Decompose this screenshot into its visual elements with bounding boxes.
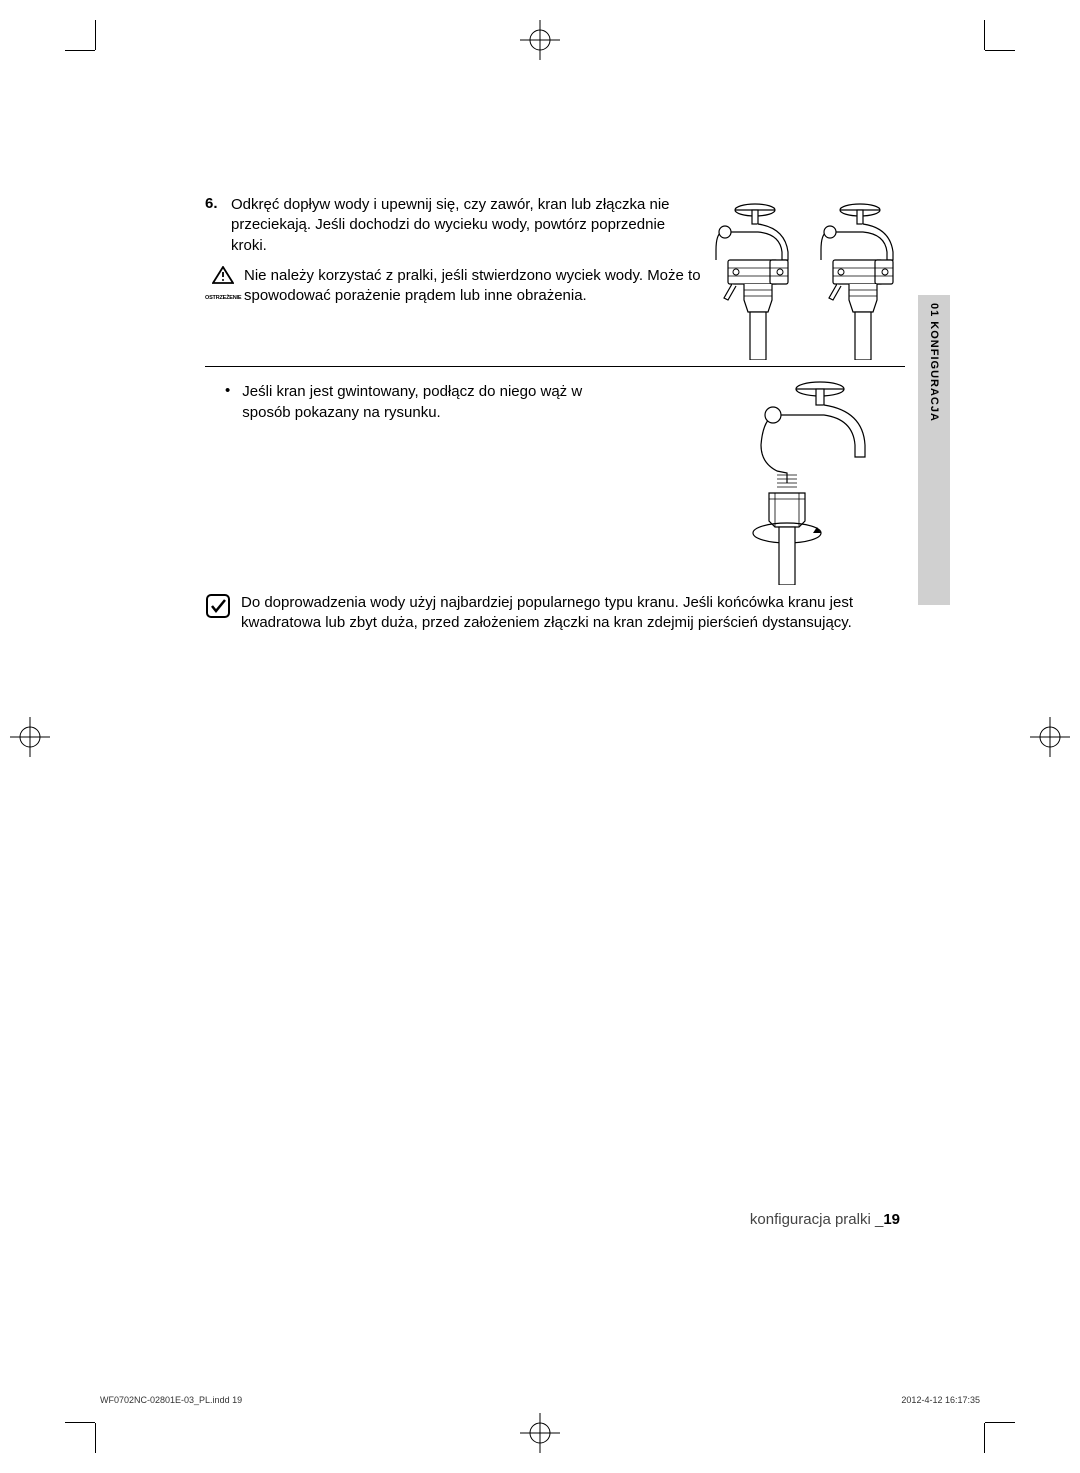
footer-text: konfiguracja pralki _ [750, 1211, 883, 1228]
section-divider [205, 366, 905, 367]
warning-triangle-icon [212, 266, 234, 284]
note-icon [205, 593, 231, 619]
registration-mark-icon [1030, 717, 1070, 757]
print-footer-left: WF0702NC-02801E-03_PL.indd 19 [100, 1395, 242, 1405]
faucet-adapter-figure [705, 195, 915, 360]
print-footer-right: 2012-4-12 16:17:35 [901, 1395, 980, 1405]
threaded-faucet-figure [735, 375, 875, 585]
registration-mark-icon [520, 1413, 560, 1453]
page-footer: konfiguracja pralki _19 [750, 1211, 900, 1228]
page-number: 19 [883, 1211, 900, 1228]
section-tab-label: 01 KONFIGURACJA [928, 303, 940, 422]
registration-mark-icon [520, 20, 560, 60]
warning-label: OSTRZEŻENIE [205, 295, 241, 301]
warning-icon-box: OSTRZEŻENIE [205, 266, 240, 304]
note-text: Do doprowadzenia wody użyj najbardziej p… [241, 593, 905, 634]
section-tab: 01 KONFIGURACJA [918, 295, 950, 605]
step-number: 6. [205, 195, 223, 212]
bullet-marker: • [225, 382, 230, 399]
content-area: 6. Odkręć dopływ wody i upewnij się, czy… [205, 195, 905, 633]
note-block: Do doprowadzenia wody użyj najbardziej p… [205, 593, 905, 634]
registration-mark-icon [10, 717, 50, 757]
